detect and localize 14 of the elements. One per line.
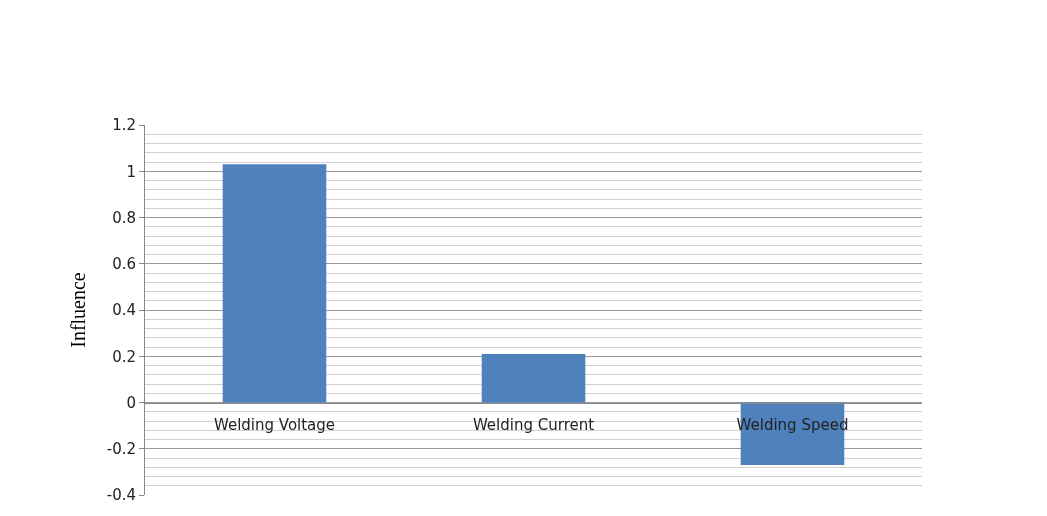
x-tick-label: Welding Current [472, 415, 595, 434]
y-tick-label: -0.2 [106, 440, 136, 458]
y-tick-label: 1 [126, 162, 136, 181]
x-tick-label: Welding Voltage [213, 415, 336, 434]
y-tick-label: 0 [126, 393, 136, 412]
y-tick-label: 0.2 [112, 347, 136, 366]
y-axis-title: Influence [67, 272, 90, 348]
y-tick-label: 1.2 [112, 116, 136, 135]
y-tick-label: 0.6 [112, 255, 136, 273]
y-tick-label: 0.8 [112, 208, 136, 227]
bar [481, 353, 586, 403]
y-tick-label: -0.4 [106, 486, 136, 505]
y-tick-label: 0.4 [112, 301, 136, 320]
bar [222, 164, 327, 403]
